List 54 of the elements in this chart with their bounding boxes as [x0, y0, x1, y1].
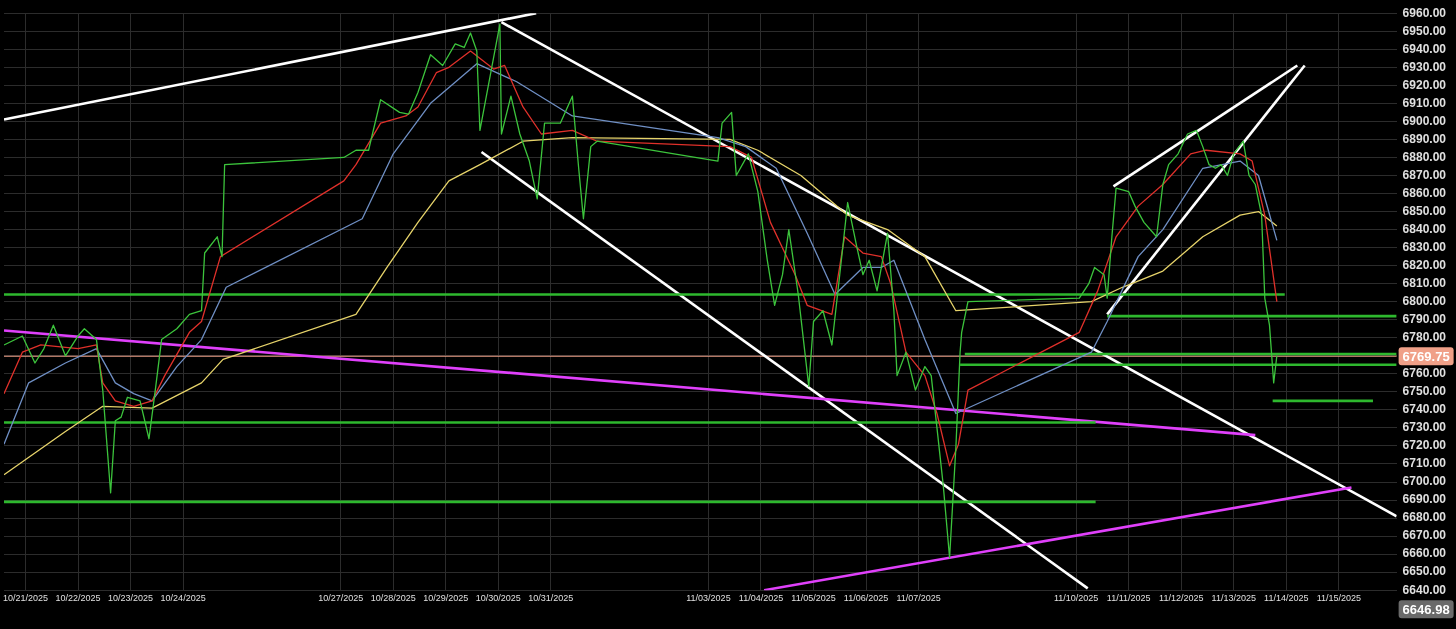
- x-tick-label: 11/03/2025: [686, 593, 731, 604]
- y-tick-label: 6880.00: [1402, 149, 1447, 164]
- y-tick-label: 6640.00: [1402, 582, 1447, 597]
- y-tick-label: 6830.00: [1402, 239, 1447, 254]
- x-tick-label: 10/24/2025: [160, 593, 206, 604]
- y-tick-label: 6730.00: [1402, 420, 1447, 435]
- y-tick-label: 6860.00: [1402, 185, 1447, 200]
- x-tick-label: 11/14/2025: [1264, 593, 1309, 604]
- y-tick-label: 6910.00: [1402, 95, 1447, 110]
- x-tick-label: 10/30/2025: [475, 593, 521, 604]
- y-tick-label: 6720.00: [1402, 438, 1447, 453]
- y-tick-label: 6900.00: [1402, 113, 1447, 128]
- y-tick-label: 6790.00: [1402, 312, 1447, 327]
- x-tick-label: 11/15/2025: [1316, 593, 1362, 604]
- y-tick-label: 6810.00: [1402, 275, 1447, 290]
- y-tick-label: 6690.00: [1402, 492, 1447, 507]
- x-tick-label: 11/13/2025: [1211, 593, 1256, 604]
- y-tick-label: 6890.00: [1402, 131, 1447, 146]
- y-tick-label: 6820.00: [1402, 257, 1447, 272]
- y-tick-label: 6950.00: [1402, 23, 1447, 38]
- y-tick-label: 6840.00: [1402, 221, 1447, 236]
- y-tick-label: 6930.00: [1402, 59, 1447, 74]
- x-tick-label: 11/10/2025: [1053, 593, 1099, 604]
- x-tick-label: 10/23/2025: [108, 593, 154, 604]
- x-tick-label: 11/11/2025: [1106, 593, 1151, 604]
- x-tick-label: 10/28/2025: [370, 593, 416, 604]
- y-tick-label: 6870.00: [1402, 167, 1447, 182]
- y-tick-label: 6680.00: [1402, 510, 1447, 525]
- y-tick-label: 6960.00: [1402, 5, 1447, 20]
- x-tick-label: 11/12/2025: [1159, 593, 1204, 604]
- x-tick-label: 10/27/2025: [318, 593, 364, 604]
- x-tick-label: 11/04/2025: [738, 593, 784, 604]
- y-tick-label: 6800.00: [1402, 294, 1447, 309]
- x-tick-label: 11/05/2025: [791, 593, 836, 604]
- x-tick-label: 11/06/2025: [843, 593, 889, 604]
- x-tick-label: 10/29/2025: [423, 593, 469, 604]
- y-tick-label: 6750.00: [1402, 384, 1447, 399]
- y-tick-label: 6670.00: [1402, 528, 1447, 543]
- y-tick-label: 6920.00: [1402, 77, 1447, 92]
- y-tick-label: 6650.00: [1402, 564, 1447, 579]
- x-tick-label: 10/21/2025: [3, 593, 49, 604]
- y-tick-label: 6940.00: [1402, 41, 1447, 56]
- y-tick-label: 6700.00: [1402, 474, 1447, 489]
- y-tick-label: 6760.00: [1402, 366, 1447, 381]
- x-tick-label: 11/07/2025: [896, 593, 941, 604]
- y-tick-label: 6660.00: [1402, 546, 1447, 561]
- x-tick-label: 10/31/2025: [528, 593, 574, 604]
- y-tick-label: 6740.00: [1402, 402, 1447, 417]
- y-tick-label: 6710.00: [1402, 456, 1447, 471]
- y-tick-label: 6850.00: [1402, 203, 1447, 218]
- ref-line-label: 6769.75: [1402, 348, 1450, 364]
- text: 6646.98: [1402, 601, 1450, 617]
- y-tick-label: 6780.00: [1402, 330, 1447, 345]
- x-tick-label: 10/22/2025: [55, 593, 101, 604]
